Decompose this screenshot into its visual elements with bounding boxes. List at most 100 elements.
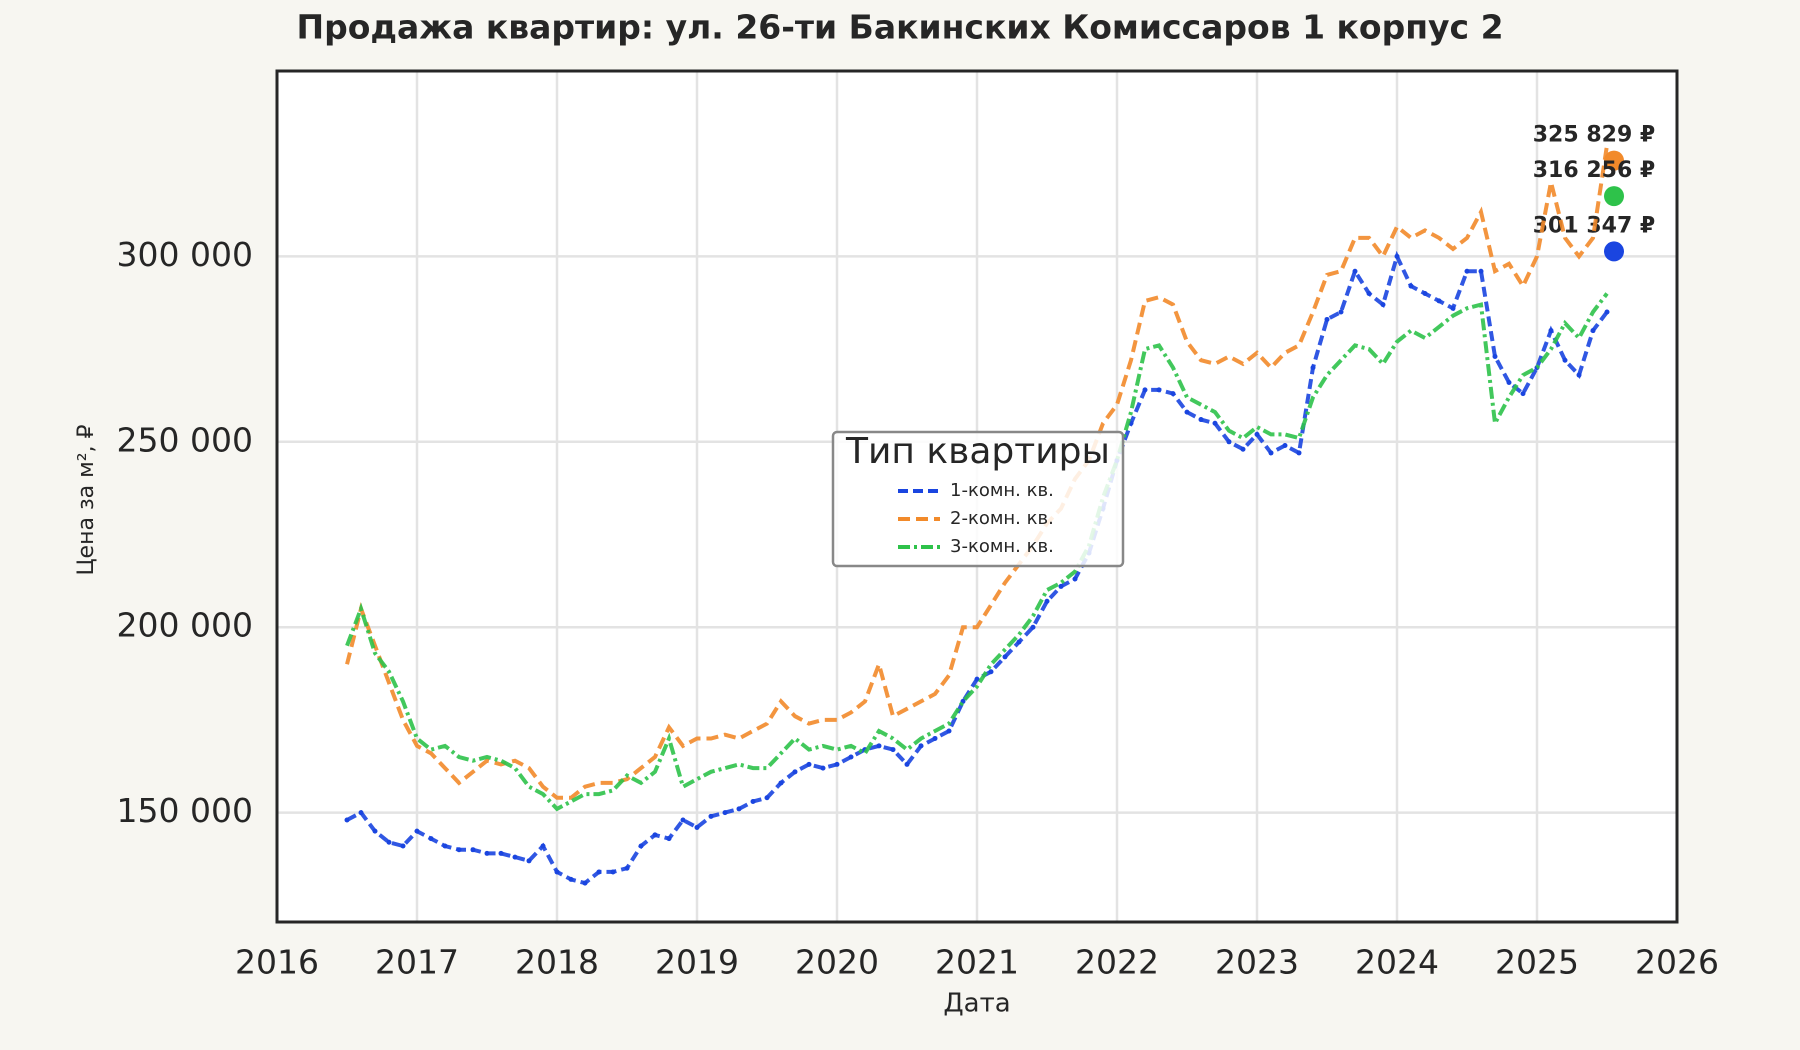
point-marker [1604, 309, 1610, 315]
point-marker [554, 869, 560, 875]
point-marker [946, 728, 952, 734]
point-marker [1198, 417, 1204, 423]
point-marker [1240, 446, 1246, 452]
point-marker [1366, 290, 1372, 296]
point-marker [904, 761, 910, 767]
x-tick-label: 2024 [1355, 943, 1439, 982]
y-tick-label: 300 000 [117, 235, 253, 274]
point-marker [1464, 268, 1470, 274]
lines: 301 347 ₽325 829 ₽316 256 ₽ [344, 123, 1655, 886]
legend-title: Тип квартиры [845, 431, 1110, 472]
x-tick-label: 2021 [935, 943, 1019, 982]
point-marker [1016, 639, 1022, 645]
point-marker [428, 836, 434, 842]
point-marker [442, 843, 448, 849]
point-marker [1296, 450, 1302, 456]
point-marker [1394, 253, 1400, 259]
point-marker [372, 828, 378, 834]
point-marker [918, 743, 924, 749]
legend-box [831, 430, 1125, 568]
point-marker [988, 669, 994, 675]
x-tick-label: 2022 [1075, 943, 1159, 982]
point-marker [1268, 450, 1274, 456]
point-marker [1002, 654, 1008, 660]
point-marker [1338, 309, 1344, 315]
x-axis-label: Дата [943, 989, 1010, 1019]
x-tick-label: 2026 [1635, 943, 1719, 982]
point-marker [1184, 409, 1190, 415]
point-marker [974, 676, 980, 682]
end-point [1604, 150, 1624, 171]
x-tick-label: 2019 [655, 943, 739, 982]
point-marker [834, 761, 840, 767]
point-marker [484, 850, 490, 856]
point-marker [1492, 354, 1498, 360]
legend-label: 1-комн. кв. [950, 480, 1054, 501]
point-marker [1226, 439, 1232, 445]
x-tick-label: 2020 [795, 943, 879, 982]
point-marker [526, 858, 532, 864]
end-point [1604, 186, 1624, 207]
x-tick-label: 2017 [375, 943, 459, 982]
legend-label: 2-комн. кв. [950, 508, 1054, 529]
point-marker [1562, 357, 1568, 363]
point-marker [1324, 316, 1330, 322]
point-marker [1478, 268, 1484, 274]
point-marker [820, 765, 826, 771]
point-marker [652, 832, 658, 838]
point-marker [624, 865, 630, 871]
point-marker [1044, 598, 1050, 604]
point-marker [1450, 305, 1456, 311]
x-tick-label: 2016 [235, 943, 319, 982]
end-point [1604, 241, 1624, 262]
y-axis-label: Цена за м², ₽ [74, 424, 99, 575]
point-marker [750, 798, 756, 804]
point-marker [1506, 379, 1512, 385]
point-marker [722, 810, 728, 816]
point-marker [1030, 624, 1036, 630]
point-marker [1590, 328, 1596, 334]
point-marker [680, 817, 686, 823]
point-marker [344, 817, 350, 823]
y-tick-label: 200 000 [117, 606, 253, 645]
plot-frame [275, 69, 1679, 924]
point-marker [932, 735, 938, 741]
legend: Тип квартиры 1-комн. кв. 2-комн. кв. 3-ком… [831, 430, 1125, 568]
point-marker [1254, 431, 1260, 437]
point-marker [666, 836, 672, 842]
point-marker [1436, 298, 1442, 304]
legend-label: 3-комн. кв. [950, 536, 1054, 557]
point-marker [694, 824, 700, 830]
point-marker [1310, 365, 1316, 371]
point-marker [386, 839, 392, 845]
point-marker [1212, 420, 1218, 426]
x-tick-label: 2023 [1215, 943, 1299, 982]
point-marker [736, 806, 742, 812]
point-marker [470, 847, 476, 853]
chart-title: Продажа квартир: ул. 26-ти Бакинских Ком… [296, 8, 1503, 47]
point-marker [1422, 290, 1428, 296]
point-marker [1282, 443, 1288, 449]
point-marker [708, 813, 714, 819]
point-marker [456, 847, 462, 853]
end-value-label: 325 829 ₽ [1533, 123, 1655, 148]
point-marker [792, 769, 798, 775]
point-marker [638, 843, 644, 849]
point-marker [848, 754, 854, 760]
point-marker [596, 869, 602, 875]
point-marker [1142, 387, 1148, 393]
point-marker [358, 810, 364, 816]
point-marker [512, 854, 518, 860]
point-marker [540, 843, 546, 849]
point-marker [1156, 387, 1162, 393]
point-marker [1520, 391, 1526, 397]
point-marker [498, 850, 504, 856]
point-marker [1576, 372, 1582, 378]
point-marker [400, 843, 406, 849]
point-marker [568, 876, 574, 882]
series-line [345, 144, 1609, 800]
point-marker [1058, 583, 1064, 589]
point-marker [1170, 391, 1176, 397]
point-marker [582, 880, 588, 886]
